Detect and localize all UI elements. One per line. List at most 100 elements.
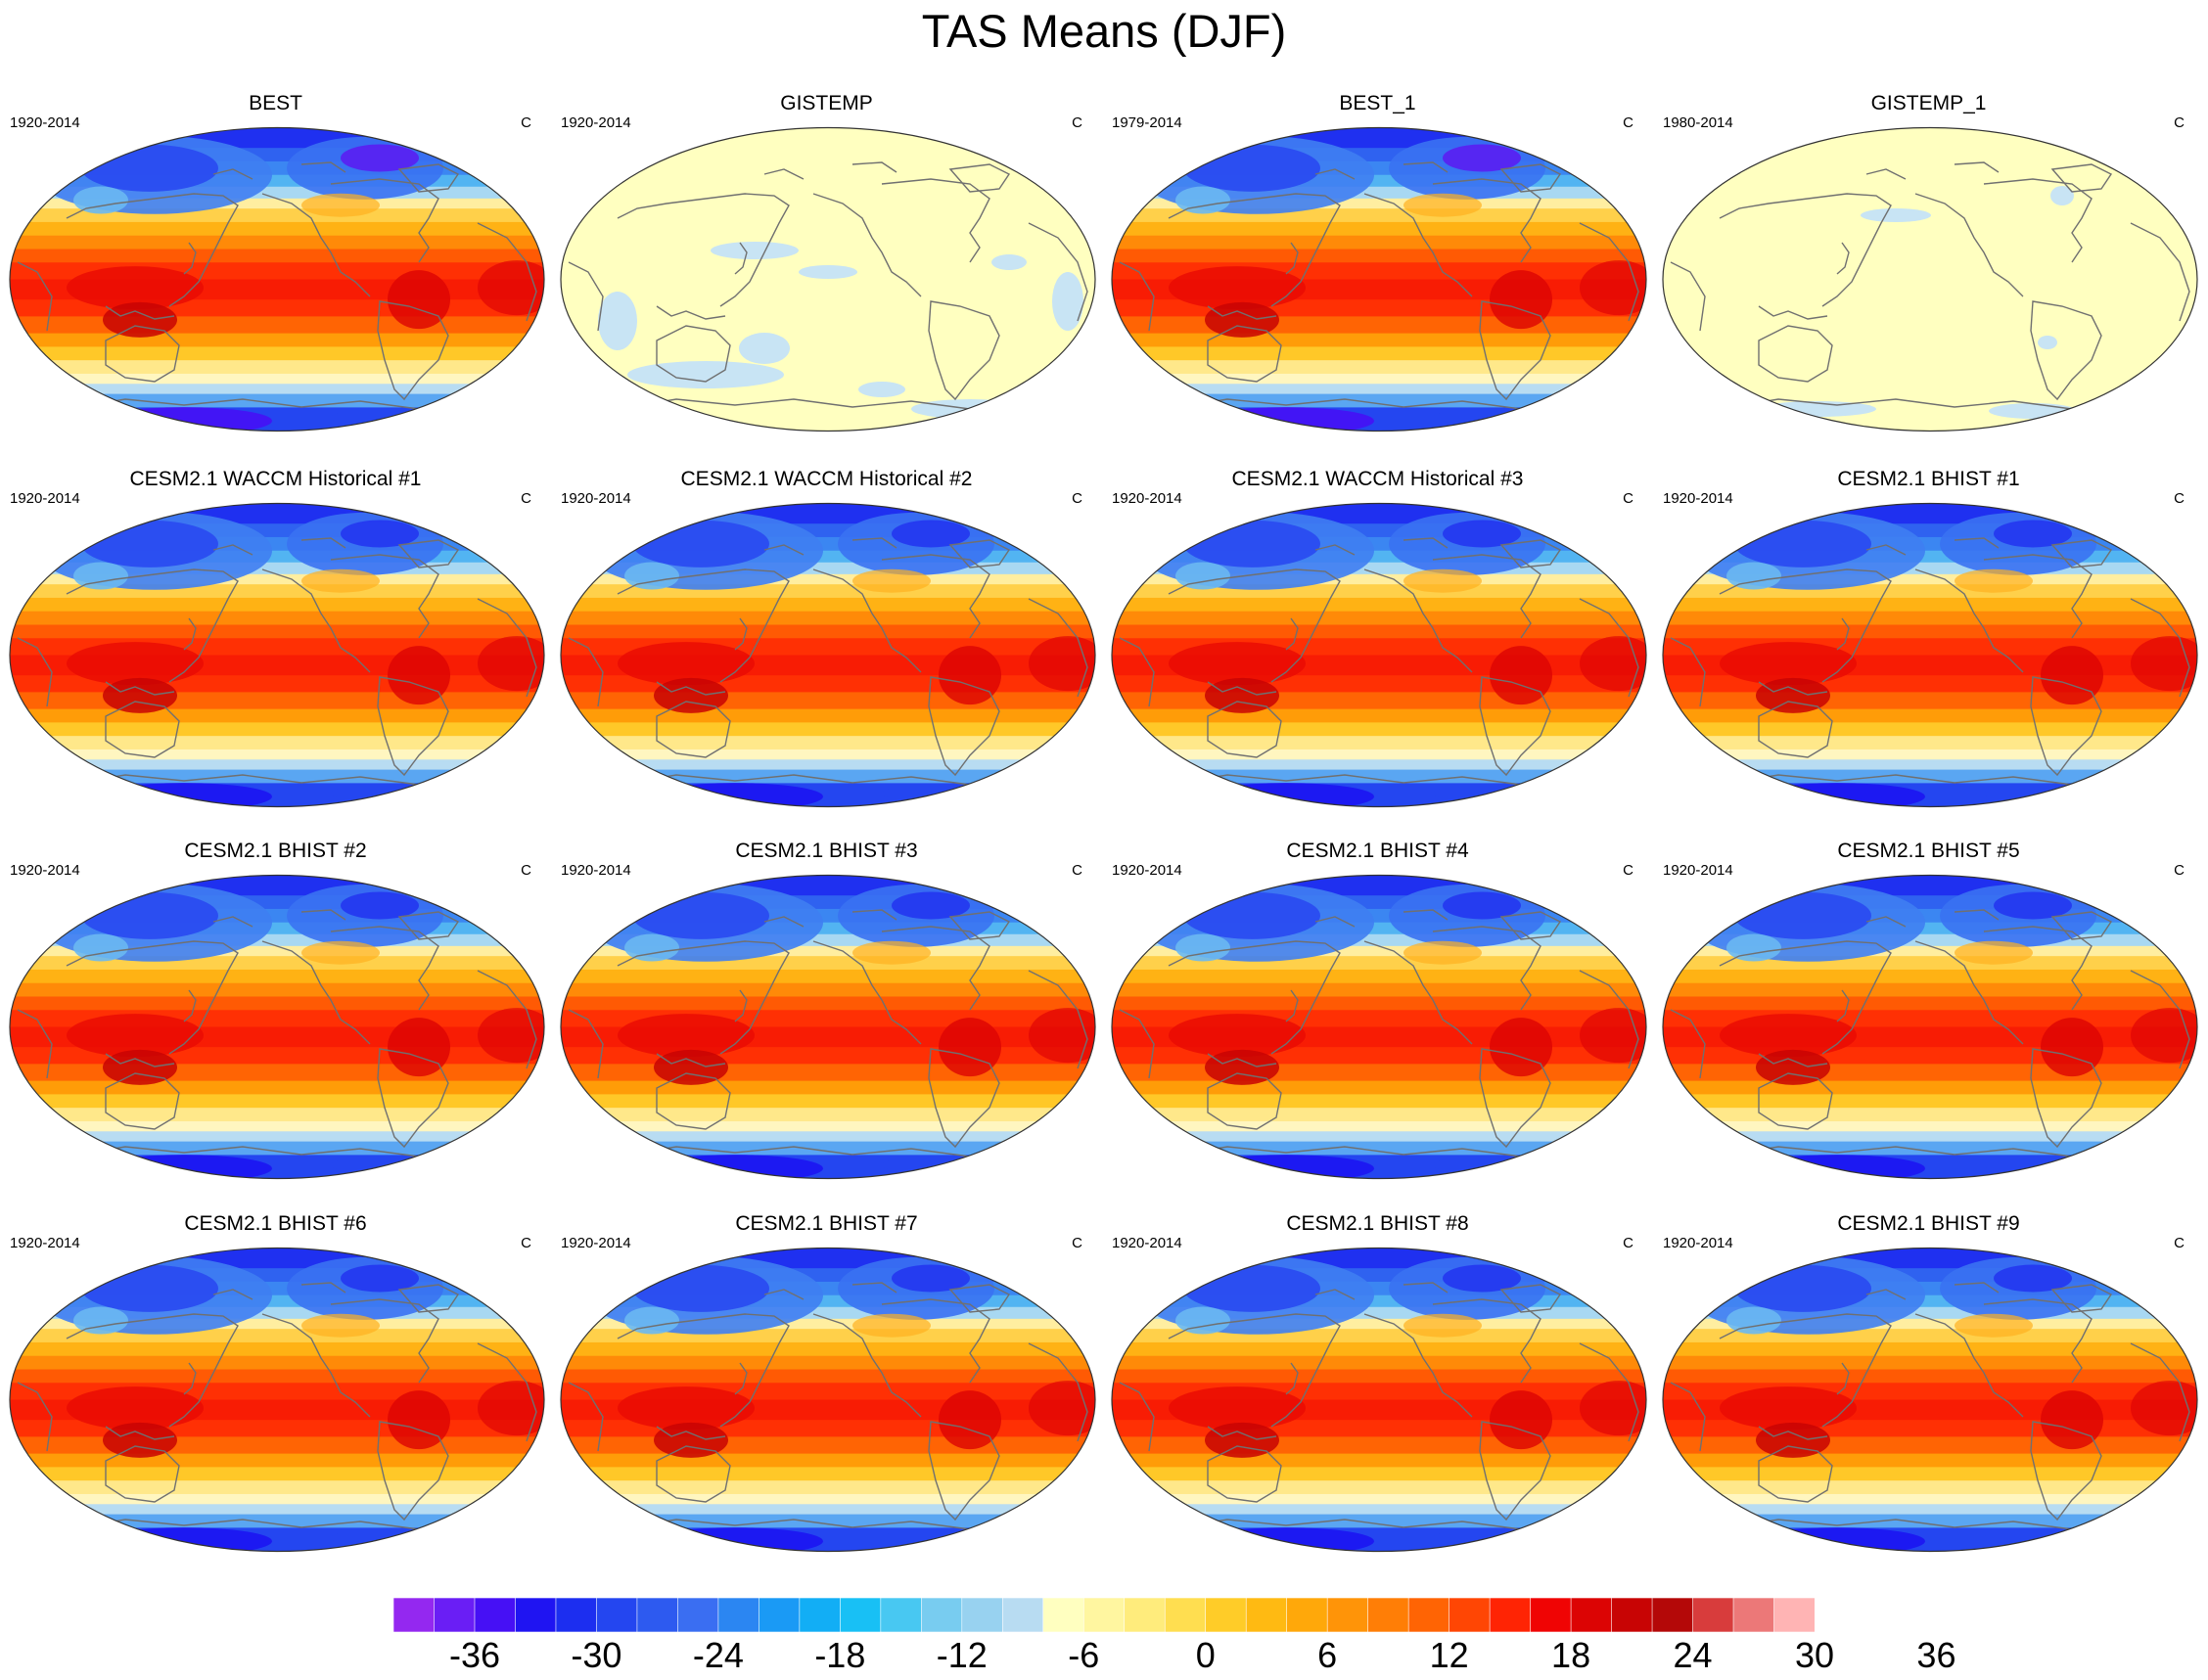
panel-period: 1920-2014 xyxy=(10,1235,80,1251)
panel-units: C xyxy=(521,114,531,131)
colorbar-swatch xyxy=(840,1598,882,1632)
map-panel: CESM2.1 BHIST #2 1920-2014 C xyxy=(0,838,551,1185)
colorbar-swatch xyxy=(677,1598,719,1632)
colorbar-swatch xyxy=(596,1598,638,1632)
map-border xyxy=(560,126,1096,432)
map-plot xyxy=(9,1247,545,1553)
map-plot xyxy=(1111,502,1647,808)
panel-period: 1920-2014 xyxy=(561,862,631,879)
colorbar-tick-label: -6 xyxy=(1068,1635,1100,1675)
panel-title: CESM2.1 BHIST #2 xyxy=(184,840,367,862)
colorbar-swatch xyxy=(961,1598,1004,1632)
map-plot xyxy=(560,1247,1096,1553)
map-plot xyxy=(560,126,1096,432)
colorbar-swatch xyxy=(636,1598,679,1632)
map-border xyxy=(560,1247,1096,1553)
map-panel: CESM2.1 BHIST #9 1920-2014 C xyxy=(1653,1210,2204,1558)
map-border xyxy=(560,874,1096,1180)
map-border xyxy=(9,874,545,1180)
panel-title: CESM2.1 BHIST #4 xyxy=(1286,840,1469,862)
panel-units: C xyxy=(2174,1235,2185,1251)
colorbar-swatch xyxy=(717,1598,760,1632)
colorbar-swatch xyxy=(1205,1598,1248,1632)
panel-title: CESM2.1 BHIST #1 xyxy=(1837,468,2020,490)
map-panel: CESM2.1 WACCM Historical #3 1920-2014 C xyxy=(1102,466,1653,813)
panel-period: 1980-2014 xyxy=(1663,114,1733,131)
panel-title: CESM2.1 BHIST #9 xyxy=(1837,1212,2020,1235)
colorbar-swatch xyxy=(1042,1598,1085,1632)
panel-period: 1920-2014 xyxy=(10,114,80,131)
panel-period: 1920-2014 xyxy=(1663,490,1733,507)
colorbar-swatch xyxy=(555,1598,598,1632)
map-panel: GISTEMP_1 1980-2014 C xyxy=(1653,90,2204,437)
map-panel: CESM2.1 BHIST #4 1920-2014 C xyxy=(1102,838,1653,1185)
map-plot xyxy=(9,502,545,808)
map-plot xyxy=(1662,874,2198,1180)
colorbar-swatch xyxy=(393,1598,436,1632)
colorbar-tick-label: -24 xyxy=(692,1635,744,1675)
colorbar-swatch xyxy=(1530,1598,1572,1632)
panel-title: BEST_1 xyxy=(1339,92,1416,114)
colorbar-swatch xyxy=(799,1598,842,1632)
map-plot xyxy=(9,126,545,432)
map-border xyxy=(1662,126,2198,432)
colorbar-swatch xyxy=(759,1598,801,1632)
panel-units: C xyxy=(1623,490,1633,507)
colorbar-swatch xyxy=(1489,1598,1532,1632)
colorbar-swatch xyxy=(1773,1598,1815,1632)
colorbar-tick-label: -18 xyxy=(814,1635,866,1675)
panel-units: C xyxy=(1623,114,1633,131)
colorbar-swatch xyxy=(1732,1598,1775,1632)
panel-title: CESM2.1 BHIST #3 xyxy=(735,840,918,862)
map-plot xyxy=(560,502,1096,808)
colorbar-swatch xyxy=(515,1598,557,1632)
colorbar-swatch xyxy=(1164,1598,1207,1632)
map-panel: CESM2.1 BHIST #5 1920-2014 C xyxy=(1653,838,2204,1185)
panel-period: 1920-2014 xyxy=(1663,862,1733,879)
panel-units: C xyxy=(1072,490,1082,507)
colorbar-swatch xyxy=(1651,1598,1694,1632)
panel-title: GISTEMP_1 xyxy=(1870,92,1987,114)
colorbar-swatch xyxy=(1245,1598,1288,1632)
map-panel: CESM2.1 BHIST #7 1920-2014 C xyxy=(551,1210,1102,1558)
map-border xyxy=(1662,1247,2198,1553)
figure-title: TAS Means (DJF) xyxy=(921,5,1287,57)
panel-units: C xyxy=(2174,490,2185,507)
colorbar-swatch xyxy=(1001,1598,1044,1632)
map-plot xyxy=(9,874,545,1180)
colorbar-swatch xyxy=(880,1598,923,1632)
colorbar-tick-label: 18 xyxy=(1551,1635,1591,1675)
colorbar-swatch xyxy=(921,1598,963,1632)
panel-title: CESM2.1 BHIST #6 xyxy=(184,1212,367,1235)
panel-units: C xyxy=(1623,862,1633,879)
panel-title: BEST xyxy=(249,92,302,114)
panel-units: C xyxy=(521,490,531,507)
panel-units: C xyxy=(1072,114,1082,131)
map-plot xyxy=(1111,1247,1647,1553)
colorbar-swatch xyxy=(1326,1598,1369,1632)
panel-units: C xyxy=(2174,114,2185,131)
panel-period: 1920-2014 xyxy=(561,490,631,507)
map-border xyxy=(1111,126,1647,432)
panel-title: CESM2.1 BHIST #7 xyxy=(735,1212,918,1235)
map-border xyxy=(1111,874,1647,1180)
panel-title: CESM2.1 WACCM Historical #3 xyxy=(1231,468,1524,490)
map-border xyxy=(1111,1247,1647,1553)
colorbar-swatch xyxy=(1124,1598,1167,1632)
map-border xyxy=(9,502,545,808)
map-border xyxy=(1111,502,1647,808)
panel-units: C xyxy=(1072,862,1082,879)
map-panel: CESM2.1 WACCM Historical #1 1920-2014 C xyxy=(0,466,551,813)
colorbar-swatch xyxy=(1082,1598,1126,1632)
panel-units: C xyxy=(521,862,531,879)
map-panel: GISTEMP 1920-2014 C xyxy=(551,90,1102,437)
panel-title: GISTEMP xyxy=(780,92,873,114)
map-plot xyxy=(560,874,1096,1180)
panel-units: C xyxy=(2174,862,2185,879)
map-plot xyxy=(1662,126,2198,432)
map-plot xyxy=(1662,1247,2198,1553)
map-border xyxy=(1662,874,2198,1180)
map-plot xyxy=(1662,502,2198,808)
colorbar-tick-label: 12 xyxy=(1429,1635,1469,1675)
colorbar xyxy=(393,1598,1815,1632)
